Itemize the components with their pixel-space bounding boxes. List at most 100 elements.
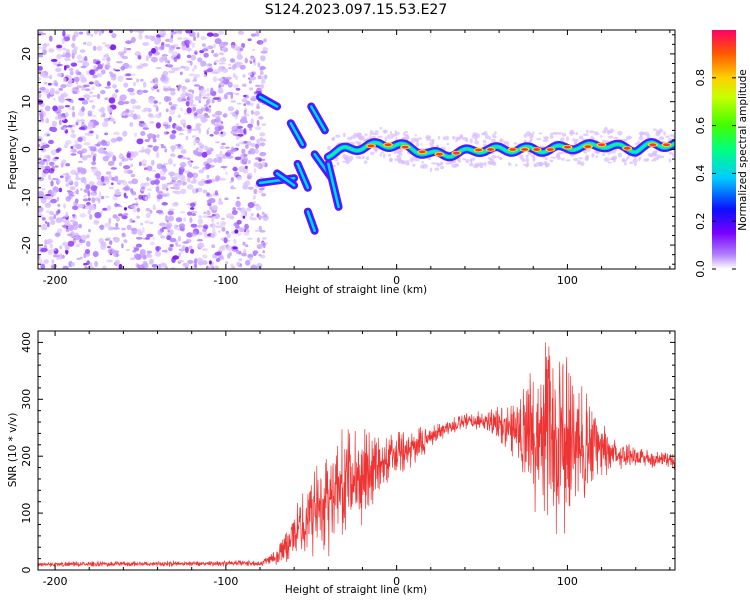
spectrogram-noise-speck [241, 98, 248, 103]
spectrogram-branch [275, 172, 296, 187]
spectrogram-noise-speck [225, 76, 232, 80]
spectrogram-noise-speck [59, 163, 67, 166]
spectrogram-noise-speck [197, 187, 203, 193]
spectrogram-halo-speck [425, 135, 432, 140]
spectrogram-hot-spot [452, 151, 460, 155]
spectrogram-noise-speck [98, 237, 104, 244]
spectrogram-halo-speck [556, 132, 563, 135]
spectrogram-noise-speck [222, 41, 229, 46]
spectrogram-noise-speck [163, 87, 170, 92]
spectrogram-noise-speck [209, 134, 214, 137]
spectrogram-halo-speck [549, 159, 554, 163]
spectrogram-noise-speck [237, 207, 241, 211]
spectrogram-noise-speck [88, 100, 94, 103]
spectrogram-noise-speck [186, 44, 190, 48]
spectrogram-noise-speck [238, 166, 246, 173]
spectrogram-noise-speck [161, 183, 169, 188]
spectrogram-halo-speck [672, 136, 675, 139]
spectrogram-noise-speck [88, 181, 95, 186]
spectrogram-noise-speck [114, 250, 120, 253]
spectrogram-noise-speck [50, 190, 57, 197]
spectrogram-halo-speck [593, 132, 600, 136]
spectrogram-noise-speck [234, 114, 238, 120]
spectrogram-noise-speck [68, 68, 74, 71]
spectrogram-halo-speck [420, 143, 423, 146]
spectrogram-noise-speck [46, 238, 53, 244]
spectrogram-noise-speck [62, 30, 66, 37]
spectrogram-noise-speck [258, 187, 265, 191]
spectrogram-halo-speck [471, 134, 478, 139]
spectrogram-noise-speck [244, 58, 248, 64]
spectrogram-halo-speck [643, 158, 649, 162]
spectrogram-noise-speck [122, 51, 126, 54]
spectrogram-noise-speck [72, 205, 79, 210]
spectrogram-noise-speck [243, 248, 247, 255]
spectrogram-noise-speck [195, 139, 200, 143]
spectrogram-noise-speck [246, 94, 250, 99]
spectrogram-noise-speck [71, 78, 75, 83]
spectrogram-noise-speck [235, 225, 240, 229]
spectrogram-noise-speck [69, 149, 74, 152]
spectrogram-noise-speck [123, 165, 131, 170]
spectrogram-noise-speck [156, 163, 163, 170]
spectrogram-halo-speck [487, 160, 490, 164]
spectrogram-noise-speck [38, 54, 44, 58]
spectrogram-noise-speck [43, 259, 49, 264]
spectrogram-noise-speck [73, 76, 80, 82]
spectrogram-noise-speck [114, 69, 121, 72]
spectrogram-noise-speck [168, 171, 176, 177]
spectrogram-noise-speck [211, 119, 216, 125]
spectrogram-noise-speck [248, 87, 254, 91]
spectrogram-noise-speck [149, 209, 153, 214]
spectrogram-halo-speck [471, 157, 476, 161]
spectrogram-noise-speck [127, 87, 135, 93]
spectrogram-noise-speck [71, 99, 74, 104]
spectrogram-noise-speck [210, 87, 214, 94]
spectrogram-noise-speck [38, 255, 41, 260]
spectrogram-halo-speck [639, 156, 642, 159]
spectrogram-noise-speck [98, 108, 105, 113]
spectrogram-hot-spot [662, 143, 670, 147]
spectrogram-noise-speck [167, 158, 173, 165]
spectrogram-noise-speck [164, 43, 171, 48]
spectrogram-noise-speck [104, 132, 108, 136]
spectrogram-noise-speck [259, 132, 266, 137]
spectrogram-halo-speck [515, 163, 518, 167]
spectrogram-noise-speck [238, 227, 245, 233]
spectrogram-noise-speck [252, 48, 256, 52]
spectrogram-noise-speck [100, 140, 107, 146]
spectrogram-halo-speck [483, 131, 488, 136]
spectrogram-halo-speck [465, 137, 469, 143]
spectrogram-noise-speck [65, 211, 69, 218]
spectrogram-noise-speck [205, 115, 210, 118]
spectrogram-noise-speck [87, 197, 91, 201]
spectrogram-noise-speck [133, 30, 140, 33]
spectrogram-noise-speck [40, 73, 47, 77]
spectrogram-x-ticks: -200 -100 0 100 [43, 30, 671, 287]
spectrogram-halo-speck [431, 139, 435, 145]
spectrogram-noise-speck [197, 242, 205, 248]
chart-title: S124.2023.097.15.53.E27 [265, 2, 448, 18]
spectrogram-noise-speck [100, 175, 105, 183]
spectrogram-noise-speck [255, 30, 260, 37]
spectrogram-noise-speck [50, 149, 57, 156]
spectrogram-noise-speck [102, 112, 106, 118]
spectrogram-halo-speck [603, 157, 610, 163]
spectrogram-noise-speck [188, 245, 193, 250]
spectrogram-noise-speck [43, 155, 49, 159]
spectrogram-noise-speck [67, 196, 74, 200]
spectrogram-halo-speck [643, 131, 650, 136]
spectrogram-noise-speck [192, 106, 197, 112]
spectrogram-noise-speck [260, 80, 266, 84]
spectrogram-noise-speck [49, 243, 53, 249]
spectrogram-noise-speck [193, 64, 197, 70]
spectrogram-noise-speck [67, 124, 73, 128]
spectrogram-hot-spot [509, 148, 517, 151]
spectrogram-halo-speck [575, 131, 578, 136]
spectrogram-halo-speck [404, 131, 409, 133]
spectrogram-noise-speck [184, 78, 191, 82]
spectrogram-noise-speck [130, 153, 137, 158]
spectrogram-noise-speck [111, 182, 114, 186]
spectrogram-noise-speck [232, 166, 238, 172]
spectrogram-noise-speck [76, 54, 82, 60]
